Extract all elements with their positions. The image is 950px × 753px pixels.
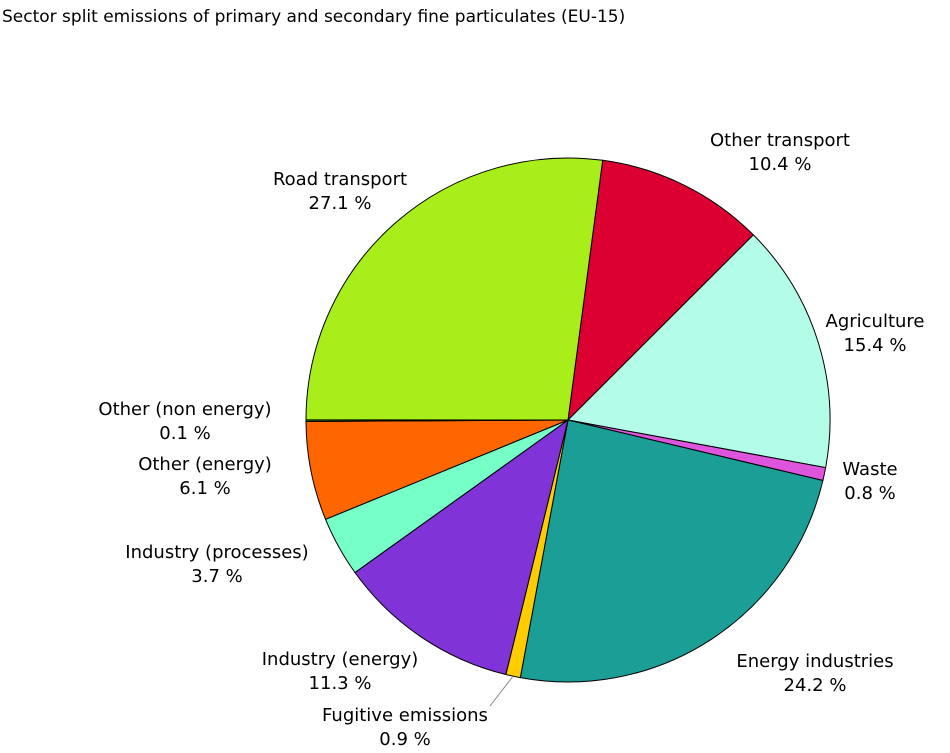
slice-label: Agriculture bbox=[826, 311, 925, 332]
slice-label: Industry (processes) bbox=[125, 542, 308, 563]
value-label: 24.2 % bbox=[784, 675, 847, 696]
value-label: 10.4 % bbox=[749, 154, 812, 175]
pie-slice bbox=[567, 159, 755, 422]
slice-label: Road transport bbox=[273, 169, 407, 190]
leader-line bbox=[489, 675, 514, 707]
value-label: 0.8 % bbox=[844, 483, 895, 504]
value-label: 27.1 % bbox=[309, 193, 372, 214]
slice-label: Waste bbox=[842, 459, 897, 480]
slice-label: Energy industries bbox=[736, 651, 893, 672]
value-label: 0.1 % bbox=[159, 423, 210, 444]
slice-label: Other (energy) bbox=[138, 454, 272, 475]
slice-label: Other (non energy) bbox=[98, 399, 271, 420]
pie-slice bbox=[305, 157, 604, 421]
value-label: 15.4 % bbox=[844, 335, 907, 356]
value-label: 11.3 % bbox=[309, 673, 372, 694]
slice-label: Industry (energy) bbox=[262, 649, 419, 670]
pie-slice bbox=[354, 418, 569, 676]
pie-slice bbox=[566, 234, 831, 469]
pie-slice bbox=[519, 419, 824, 683]
value-label: 6.1 % bbox=[179, 478, 230, 499]
slice-label: Other transport bbox=[710, 130, 850, 151]
chart-title: Sector split emissions of primary and se… bbox=[2, 7, 625, 27]
value-label: 0.9 % bbox=[379, 729, 430, 750]
value-label: 3.7 % bbox=[191, 566, 242, 587]
slice-label: Fugitive emissions bbox=[322, 705, 488, 726]
